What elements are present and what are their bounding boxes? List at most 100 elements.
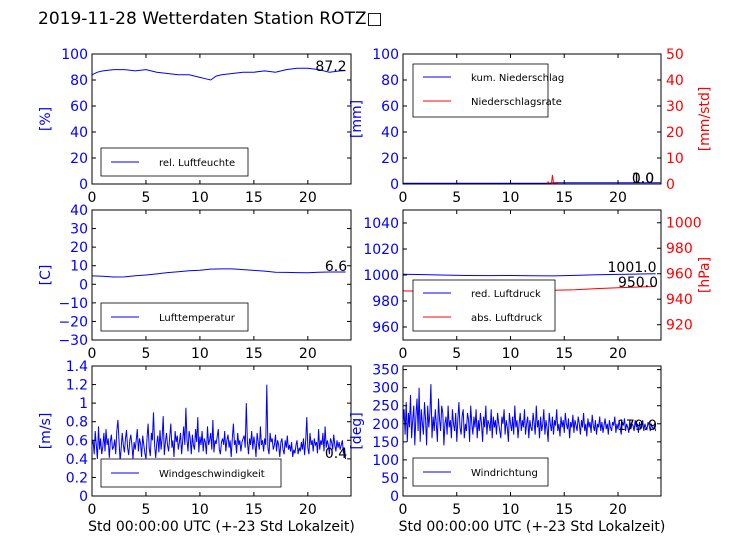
y2-tick-label-1: 20 <box>666 125 684 141</box>
x-tick-label-5: 15 <box>555 502 573 518</box>
legend-label-3-1: abs. Luftdruck <box>471 313 542 324</box>
y-tick-label-2: 40 <box>70 203 88 219</box>
y-tick-label-2: 20 <box>70 240 88 256</box>
y-tick-label-2: −30 <box>58 333 88 349</box>
y-tick-label-5: 150 <box>372 435 399 451</box>
y-tick-label-5: 250 <box>372 399 399 415</box>
x-tick-label-2: 10 <box>191 346 209 362</box>
y2-tick-label-1: 40 <box>666 73 684 89</box>
x-tick-label-4: 20 <box>299 502 317 518</box>
y2-tick-label-3: 960 <box>666 267 693 283</box>
x-tick-label-0: 5 <box>141 190 150 206</box>
y-tick-label-4: 1 <box>79 396 88 412</box>
last-value-label-4-0: 0.4 <box>325 446 347 462</box>
x-tick-label-1: 5 <box>452 190 461 206</box>
x-tick-label-2: 20 <box>299 346 317 362</box>
x-tick-label-2: 0 <box>88 346 97 362</box>
y-tick-label-0: 40 <box>70 125 88 141</box>
y-tick-label-3: 1020 <box>363 242 399 258</box>
y-tick-label-5: 100 <box>372 453 399 469</box>
y-tick-label-3: 980 <box>372 294 399 310</box>
x-tick-label-4: 0 <box>88 502 97 518</box>
x-axis-label-5: Std 00:00:00 UTC (+-23 Std Lokalzeit) <box>399 519 666 535</box>
x-tick-label-5: 0 <box>399 502 408 518</box>
y-tick-label-4: 0.8 <box>66 415 88 431</box>
y2-tick-label-1: 50 <box>666 47 684 63</box>
plot-frame-2 <box>91 209 352 341</box>
y-tick-label-1: 0 <box>390 177 399 193</box>
x-tick-label-5: 10 <box>502 502 520 518</box>
y-tick-label-0: 0 <box>79 177 88 193</box>
y-tick-label-3: 1000 <box>363 268 399 284</box>
plot-frame-5 <box>402 365 662 497</box>
legend-label-4-0: Windgeschwindigkeit <box>159 469 265 480</box>
x-tick-label-0: 15 <box>245 190 263 206</box>
y-tick-label-5: 350 <box>372 363 399 379</box>
y-axis-label-5: [deg] <box>349 412 365 449</box>
x-tick-label-3: 0 <box>399 346 408 362</box>
y-axis-label-2: [C] <box>38 265 54 286</box>
y-tick-label-2: −20 <box>58 314 88 330</box>
series-line-3-0 <box>402 273 656 277</box>
series-line-5-0 <box>402 384 657 446</box>
y-tick-label-5: 200 <box>372 417 399 433</box>
y-tick-label-4: 0.6 <box>66 433 88 449</box>
y-tick-label-4: 0 <box>79 489 88 505</box>
x-tick-label-3: 20 <box>609 346 627 362</box>
x-tick-label-4: 15 <box>245 502 263 518</box>
y-tick-label-2: 30 <box>70 222 88 238</box>
y-tick-label-5: 0 <box>390 489 399 505</box>
y2-tick-label-3: 980 <box>666 241 693 257</box>
legend-label-2-0: Lufttemperatur <box>159 313 236 324</box>
x-tick-label-3: 15 <box>555 346 573 362</box>
x-tick-label-2: 15 <box>245 346 263 362</box>
y-tick-label-4: 0.2 <box>66 470 88 486</box>
y-tick-label-1: 60 <box>381 99 399 115</box>
series-line-1-1 <box>403 174 661 185</box>
y2-tick-label-3: 1000 <box>666 216 702 232</box>
last-value-label-0-0: 87.2 <box>315 59 346 75</box>
legend-label-3-0: red. Luftdruck <box>471 289 541 300</box>
y-tick-label-1: 100 <box>372 47 399 63</box>
y-tick-label-1: 40 <box>381 125 399 141</box>
x-tick-label-1: 15 <box>555 190 573 206</box>
x-tick-label-1: 10 <box>502 190 520 206</box>
legend-label-0-0: rel. Luftfeuchte <box>159 158 235 169</box>
series-line-2-0 <box>91 268 346 278</box>
y-tick-label-4: 0.4 <box>66 452 88 468</box>
last-value-label-5-0: 179.9 <box>617 418 657 434</box>
plot-frame-1 <box>402 53 662 185</box>
x-tick-label-3: 10 <box>502 346 520 362</box>
x-tick-label-5: 20 <box>609 502 627 518</box>
page-title: 2019-11-28 Wetterdaten Station ROTZ□ <box>38 9 383 29</box>
y-axis-label-4: [m/s] <box>38 413 54 450</box>
plot-frame-0 <box>91 53 352 185</box>
series-line-4-0 <box>91 384 347 461</box>
legend-label-5-0: Windrichtung <box>471 468 538 479</box>
x-tick-label-1: 0 <box>399 190 408 206</box>
y-tick-label-0: 100 <box>61 47 88 63</box>
y2-axis-label-1: [mm/std] <box>697 87 713 152</box>
plot-frame-4 <box>91 365 352 497</box>
y2-tick-label-3: 940 <box>666 292 693 308</box>
y-tick-label-0: 80 <box>70 73 88 89</box>
x-axis-label-4: Std 00:00:00 UTC (+-23 Std Lokalzeit) <box>88 519 355 535</box>
series-line-1-0 <box>403 182 661 184</box>
x-tick-label-2: 5 <box>141 346 150 362</box>
x-tick-label-0: 20 <box>299 190 317 206</box>
y-tick-label-5: 50 <box>381 471 399 487</box>
y-tick-label-3: 960 <box>372 320 399 336</box>
last-value-label-1-0: 1.0 <box>632 171 654 187</box>
x-tick-label-4: 5 <box>141 502 150 518</box>
legend-box-1 <box>412 63 549 118</box>
x-tick-label-5: 5 <box>452 502 461 518</box>
legend-label-1-1: Niederschlagsrate <box>471 97 562 108</box>
y-tick-label-1: 20 <box>381 151 399 167</box>
y2-tick-label-1: 10 <box>666 151 684 167</box>
y2-tick-label-1: 0 <box>666 177 675 193</box>
series-line-0-0 <box>91 67 346 81</box>
last-value-label-3-0: 1001.0 <box>608 260 657 276</box>
y-axis-label-1: [mm] <box>349 100 365 138</box>
y-tick-label-1: 80 <box>381 73 399 89</box>
